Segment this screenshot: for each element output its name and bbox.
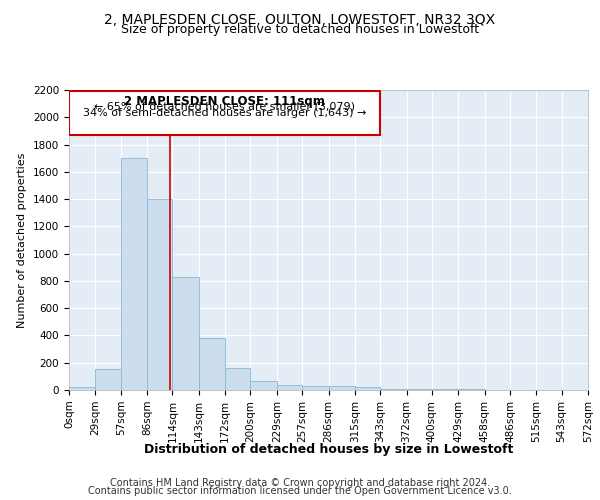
Y-axis label: Number of detached properties: Number of detached properties (17, 152, 28, 328)
Bar (302, 386, 329, 390)
Bar (329, 386, 355, 390)
Text: Contains HM Land Registry data © Crown copyright and database right 2024.: Contains HM Land Registry data © Crown c… (110, 478, 490, 488)
Bar (69, 388, 95, 390)
Text: 2 MAPLESDEN CLOSE: 111sqm: 2 MAPLESDEN CLOSE: 111sqm (124, 94, 325, 108)
Text: Distribution of detached houses by size in Lowestoft: Distribution of detached houses by size … (144, 442, 514, 456)
Text: ← 65% of detached houses are smaller (3,079): ← 65% of detached houses are smaller (3,… (94, 102, 355, 112)
Bar (172, 277, 199, 390)
Bar (355, 388, 380, 390)
Text: 2, MAPLESDEN CLOSE, OULTON, LOWESTOFT, NR32 3QX: 2, MAPLESDEN CLOSE, OULTON, LOWESTOFT, N… (104, 12, 496, 26)
Text: Size of property relative to detached houses in Lowestoft: Size of property relative to detached ho… (121, 22, 479, 36)
Bar (199, 338, 225, 390)
Bar (95, 369, 121, 390)
Bar (69, 90, 380, 135)
Bar (121, 158, 147, 390)
Bar (225, 368, 250, 390)
Bar (277, 384, 302, 390)
Text: 34% of semi-detached houses are larger (1,643) →: 34% of semi-detached houses are larger (… (83, 108, 366, 118)
Text: Contains public sector information licensed under the Open Government Licence v3: Contains public sector information licen… (88, 486, 512, 496)
Bar (250, 381, 277, 390)
Bar (147, 199, 172, 390)
